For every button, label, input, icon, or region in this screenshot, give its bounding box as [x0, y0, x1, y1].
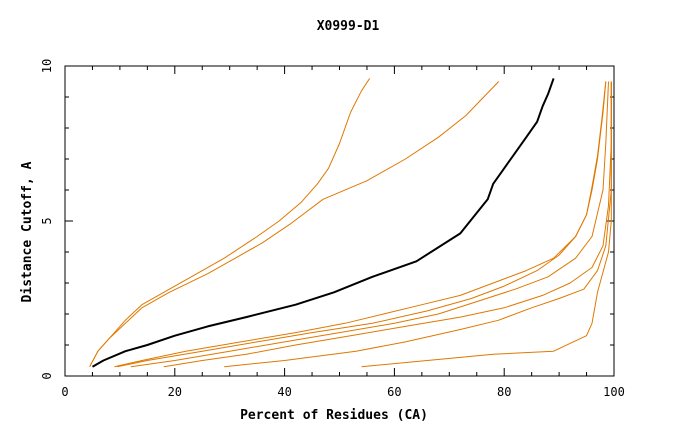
- series-line-model-h: [361, 81, 612, 368]
- y-axis-label: Distance Cutoff, A: [20, 161, 35, 302]
- plot-frame: [64, 65, 615, 377]
- chart-title: X0999-D1: [317, 19, 380, 34]
- series-line-model-c: [114, 81, 607, 368]
- y-tick-label: 0: [40, 372, 54, 379]
- series-layer: [89, 78, 612, 368]
- x-axis-label: Percent of Residues (CA): [240, 408, 428, 423]
- series-line-model-f: [163, 81, 612, 368]
- x-tick-label: 60: [387, 385, 401, 399]
- series-line-model-g: [224, 81, 612, 368]
- series-line-model-b: [89, 81, 500, 367]
- x-tick-label: 40: [277, 385, 291, 399]
- series-line-model-a: [89, 78, 371, 367]
- x-tick-label: 80: [497, 385, 511, 399]
- series-line-model-d: [117, 81, 607, 368]
- series-line-model-e: [130, 81, 609, 368]
- x-tick-label: 20: [168, 385, 182, 399]
- series-line-highlighted-model: [92, 78, 555, 368]
- y-tick-label: 10: [40, 59, 54, 73]
- axis-ticks: 0 20 40 60 80 100 0 5 10: [40, 59, 625, 399]
- y-tick-label: 5: [40, 217, 54, 224]
- x-tick-label: 100: [603, 385, 625, 399]
- x-tick-label: 0: [61, 385, 68, 399]
